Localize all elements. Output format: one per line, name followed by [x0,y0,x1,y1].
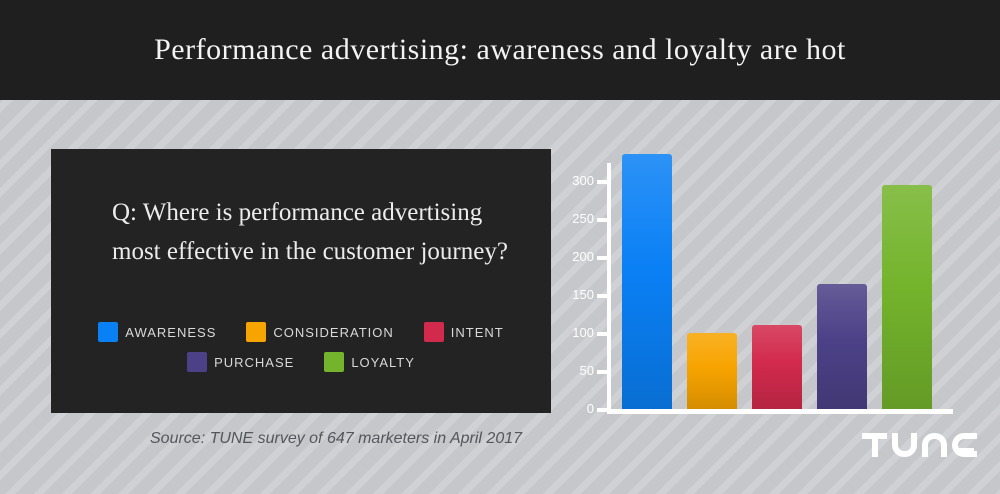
logo-letter-t [862,433,887,457]
y-axis-tick [597,294,607,298]
y-axis-tick-label: 100 [572,325,594,340]
legend-item-awareness: AWARENESS [98,322,216,342]
legend-item-loyalty: LOYALTY [324,352,415,372]
y-axis-tick-label: 0 [586,401,594,416]
source-note: Source: TUNE survey of 647 marketers in … [150,430,523,447]
legend-swatch-loyalty [324,352,345,372]
legend-swatch-purchase [187,352,208,372]
header-bar: Performance advertising: awareness and l… [0,0,1000,100]
legend-row: PURCHASE LOYALTY [51,352,551,372]
legend-label: AWARENESS [125,324,217,340]
y-axis-tick-label: 50 [579,363,594,378]
legend-label: CONSIDERATION [273,324,394,340]
tune-logo [862,433,977,457]
y-axis-tick [597,370,607,374]
logo-letter-n [922,433,947,457]
chart-legend: AWARENESS CONSIDERATION INTENT PURCHASE LOYA… [51,322,551,372]
legend-item-intent: INTENT [423,322,504,342]
page-title: Performance advertising: awareness and l… [154,33,846,66]
y-axis-tick-label: 300 [572,173,594,188]
y-axis-line [607,163,611,413]
logo-letter-e [952,433,977,457]
legend-item-purchase: PURCHASE [187,352,294,372]
legend-swatch-intent [423,322,444,342]
legend-swatch-awareness [98,322,119,342]
question-panel: Q: Where is performance advertising most… [51,149,551,413]
legend-label: INTENT [450,324,504,340]
legend-item-consideration: CONSIDERATION [246,322,393,342]
bar-purchase [817,284,867,409]
y-axis-tick-label: 200 [572,249,594,264]
y-axis-tick [597,256,607,260]
bar-awareness [622,154,672,409]
question-text: Q: Where is performance advertising most… [112,199,508,265]
y-axis-tick [597,180,607,184]
y-axis-tick-label: 250 [572,211,594,226]
legend-label: LOYALTY [351,354,415,370]
legend-row: AWARENESS CONSIDERATION INTENT [51,322,551,342]
y-axis-tick [597,332,607,336]
y-axis-tick [597,408,607,412]
logo-letter-u [892,433,917,457]
y-axis-tick-label: 150 [572,287,594,302]
legend-label: PURCHASE [214,354,295,370]
y-axis-tick [597,218,607,222]
bar-intent [752,325,802,409]
legend-swatch-consideration [246,322,267,342]
bar-chart: 0 50 100 150 200 250 300 [560,140,970,440]
x-axis-line [607,409,953,414]
bar-loyalty [882,185,932,409]
bar-consideration [687,333,737,409]
